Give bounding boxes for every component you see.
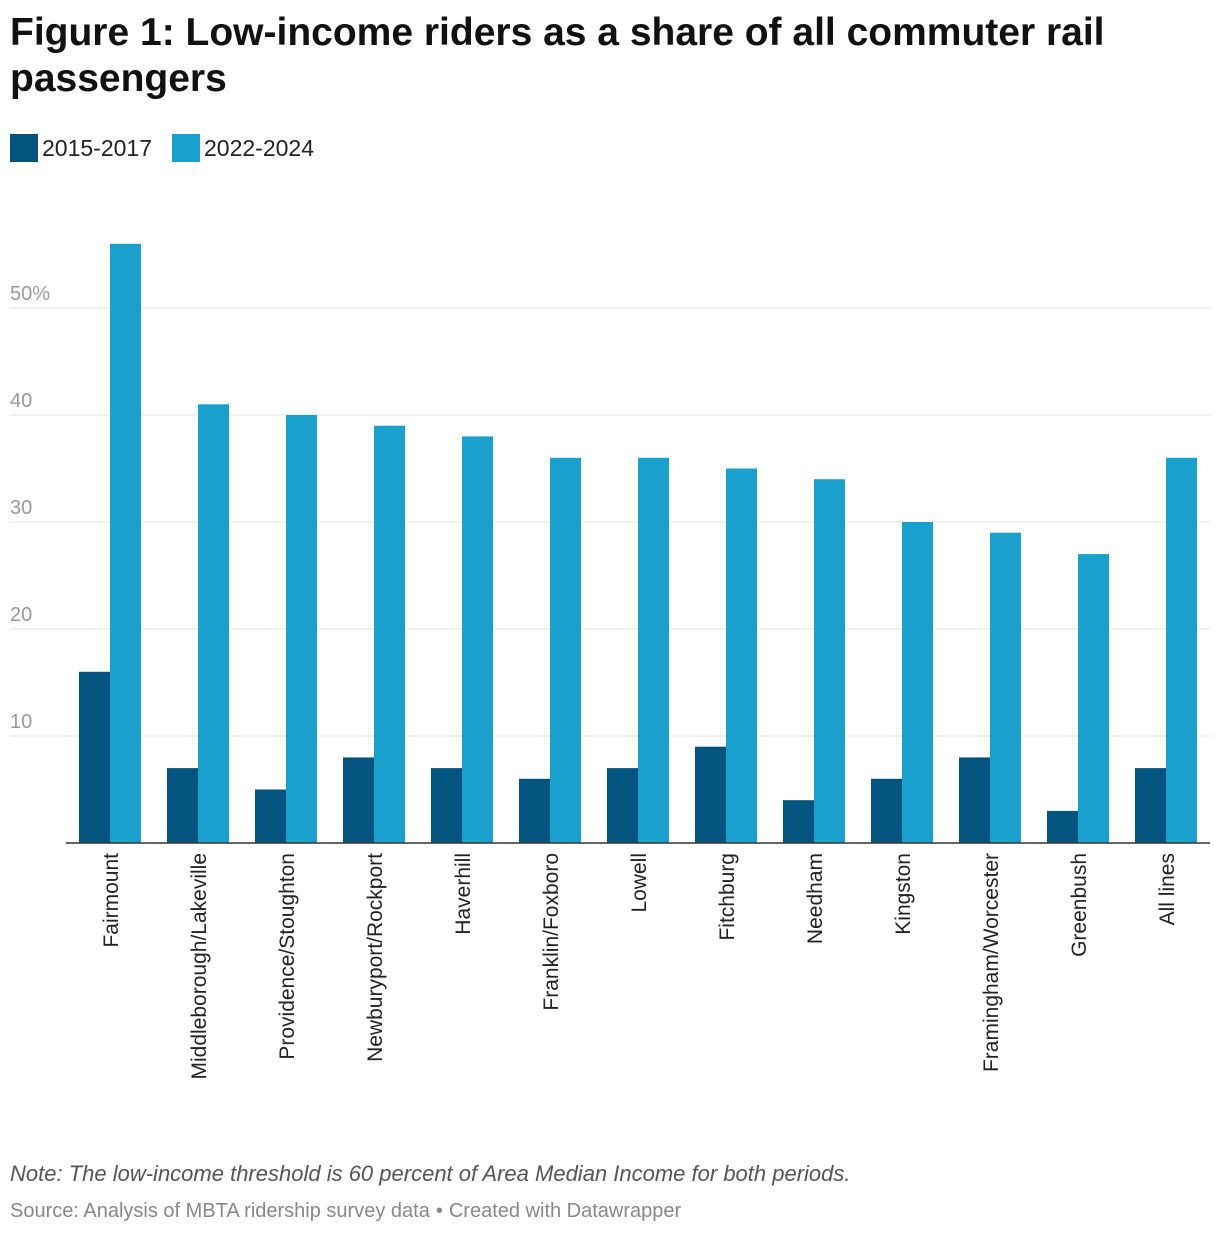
legend-swatch-2015-2017 xyxy=(10,134,38,162)
bar-greenbush-2022-2024 xyxy=(1078,554,1109,843)
legend-label-2015-2017: 2015-2017 xyxy=(42,134,152,161)
source-text: Source: Analysis of MBTA ridership surve… xyxy=(10,1200,430,1222)
x-tick-label-fairmount: Fairmount xyxy=(100,853,123,948)
x-tick-label-franklin-foxboro: Franklin/Foxboro xyxy=(540,853,563,1011)
bar-kingston-2022-2024 xyxy=(902,522,933,843)
x-tick-label-kingston: Kingston xyxy=(892,853,915,935)
x-tick-label-fitchburg: Fitchburg xyxy=(716,853,739,941)
x-tick-label-middleborough-lakeville: Middleborough/Lakeville xyxy=(188,853,211,1079)
bar-franklin-foxboro-2015-2017 xyxy=(519,778,550,843)
x-tick-label-lowell: Lowell xyxy=(628,853,651,913)
legend-item-2015-2017: 2015-2017 xyxy=(10,134,152,162)
bar-haverhill-2015-2017 xyxy=(431,768,462,843)
bar-chart: 10 20 30 40 50% Fairmount Middleborough/Lakevi… xyxy=(10,243,1210,1079)
chart-note: Note: The low-income threshold is 60 per… xyxy=(10,1161,851,1186)
bar-lowell-2015-2017 xyxy=(607,768,638,843)
legend-swatch-2022-2024 xyxy=(172,134,200,162)
bar-all-lines-2022-2024 xyxy=(1166,457,1197,843)
bar-franklin-foxboro-2022-2024 xyxy=(550,457,581,843)
legend: 2015-2017 2022-2024 xyxy=(10,133,334,163)
bar-fitchburg-2022-2024 xyxy=(726,468,757,843)
source-separator: • xyxy=(435,1200,443,1222)
x-tick-label-greenbush: Greenbush xyxy=(1068,853,1091,957)
bar-newburyport-rockport-2015-2017 xyxy=(343,757,374,843)
bar-fairmount-2022-2024 xyxy=(110,243,141,844)
bar-middleborough-lakeville-2015-2017 xyxy=(167,768,198,843)
bar-newburyport-rockport-2022-2024 xyxy=(374,425,405,843)
legend-label-2022-2024: 2022-2024 xyxy=(204,134,314,161)
y-tick-label-20: 20 xyxy=(10,604,32,626)
bar-fitchburg-2015-2017 xyxy=(695,746,726,843)
source-line: Source: Analysis of MBTA ridership surve… xyxy=(10,1200,681,1223)
bar-haverhill-2022-2024 xyxy=(462,436,493,843)
bar-all-lines-2015-2017 xyxy=(1135,768,1166,843)
bar-kingston-2015-2017 xyxy=(871,778,902,843)
bar-greenbush-2015-2017 xyxy=(1047,810,1078,843)
y-tick-label-10: 10 xyxy=(10,711,32,733)
y-tick-label-40: 40 xyxy=(10,390,32,412)
bar-providence-stoughton-2015-2017 xyxy=(255,789,286,843)
bar-framingham-worcester-2015-2017 xyxy=(959,757,990,843)
y-tick-label-30: 30 xyxy=(10,497,32,519)
legend-item-2022-2024: 2022-2024 xyxy=(172,134,314,162)
bar-framingham-worcester-2022-2024 xyxy=(990,532,1021,843)
x-tick-label-haverhill: Haverhill xyxy=(452,853,475,935)
bar-providence-stoughton-2022-2024 xyxy=(286,415,317,843)
x-tick-label-framingham-worcester: Framingham/Worcester xyxy=(980,853,1003,1072)
source-credit: Created with Datawrapper xyxy=(448,1200,682,1222)
x-tick-label-all-lines: All lines xyxy=(1156,853,1179,925)
y-tick-label-50: 50% xyxy=(10,283,50,305)
bar-needham-2015-2017 xyxy=(783,800,814,843)
x-tick-label-newburyport-rockport: Newburyport/Rockport xyxy=(364,853,387,1062)
x-tick-label-providence-stoughton: Providence/Stoughton xyxy=(276,853,299,1060)
chart-title: Figure 1: Low-income riders as a share o… xyxy=(10,11,1105,100)
bar-middleborough-lakeville-2022-2024 xyxy=(198,404,229,843)
bar-needham-2022-2024 xyxy=(814,479,845,843)
x-tick-label-needham: Needham xyxy=(804,853,827,944)
bar-fairmount-2015-2017 xyxy=(79,671,110,843)
bar-lowell-2022-2024 xyxy=(638,457,669,843)
